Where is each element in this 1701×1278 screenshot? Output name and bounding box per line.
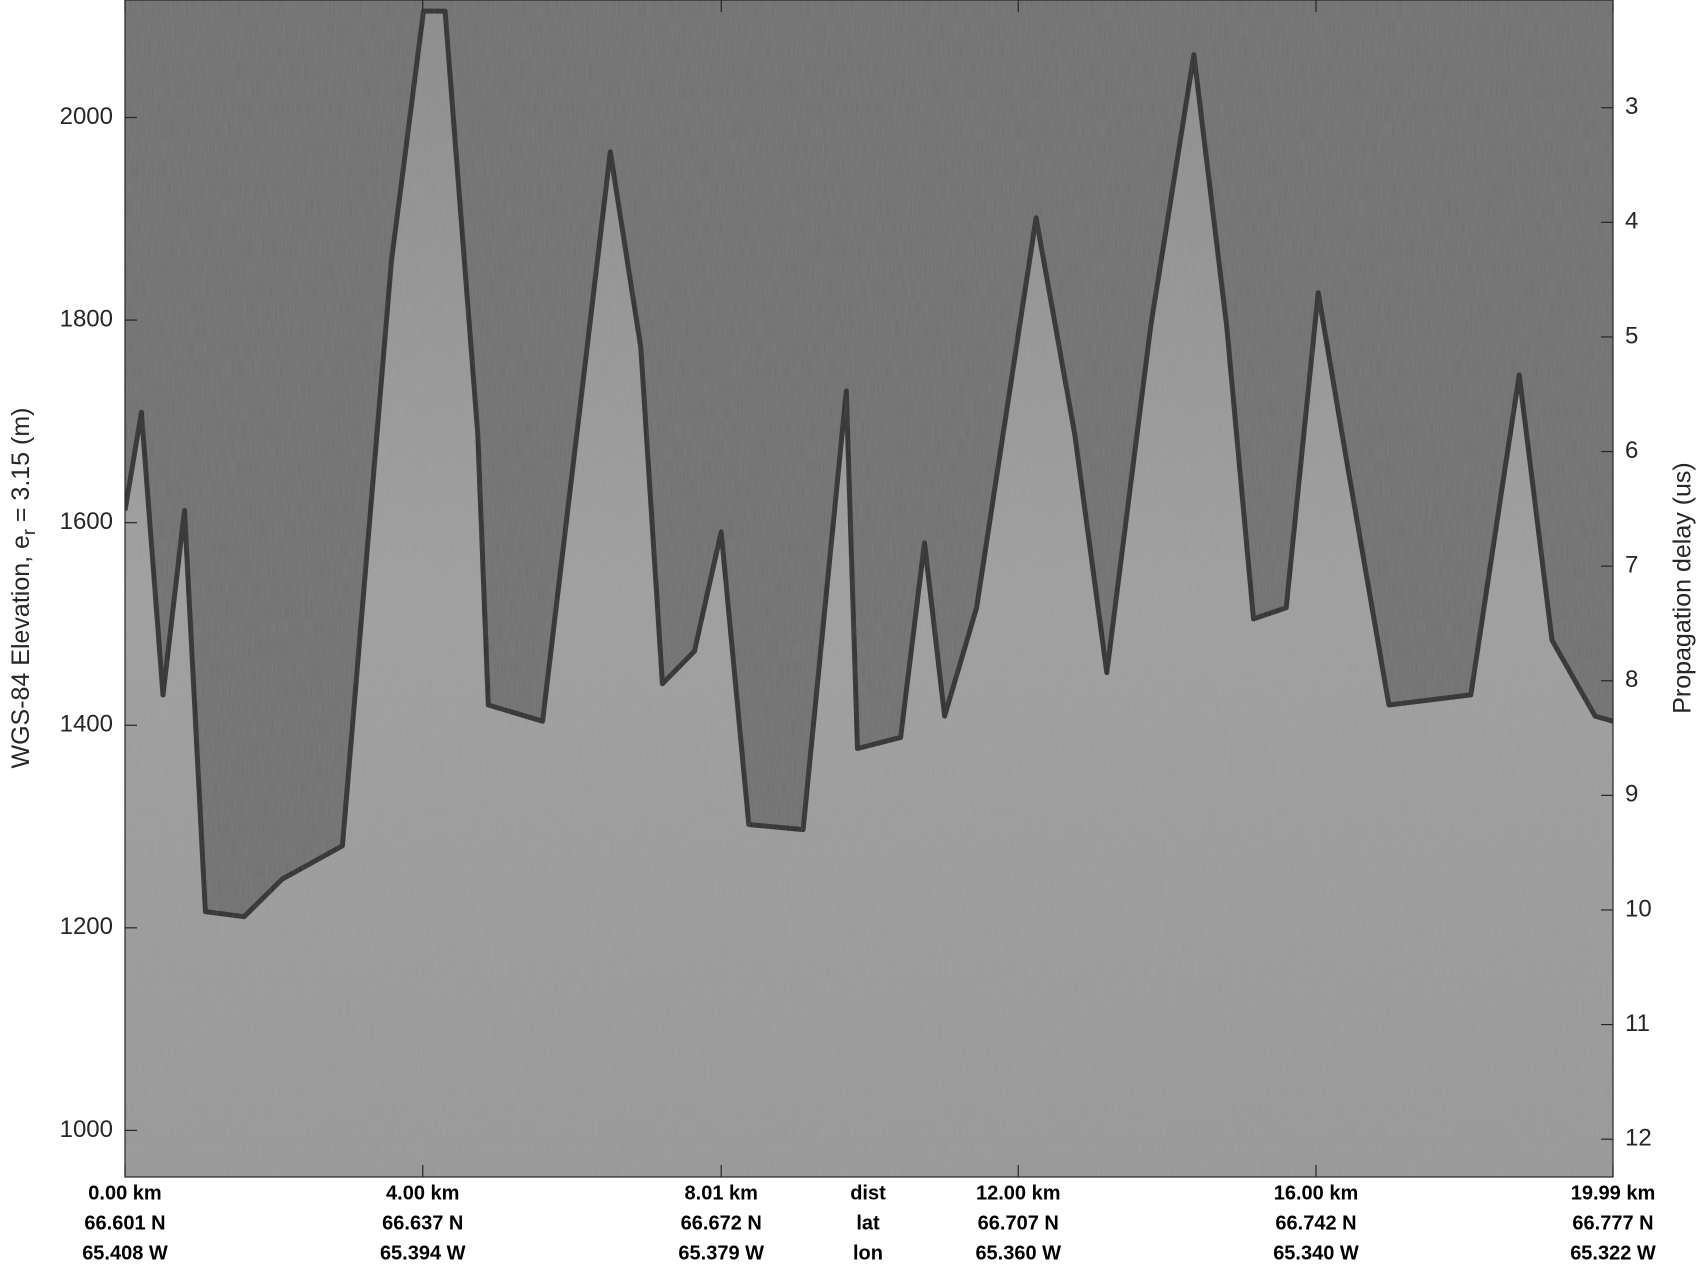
y2-tick-label: 5 — [1625, 322, 1638, 349]
lon-label: 65.340 W — [1273, 1242, 1359, 1264]
row-label: lon — [853, 1242, 883, 1264]
y-tick-label: 1000 — [60, 1116, 113, 1143]
texture — [125, 0, 1613, 1177]
x-tick-label: 0.00 km — [88, 1182, 161, 1204]
lat-label: 66.637 N — [382, 1212, 463, 1234]
y-axis-label: WGS-84 Elevation, er = 3.15 (m) — [7, 407, 39, 768]
y2-tick-label: 8 — [1625, 666, 1638, 693]
lat-label: 66.742 N — [1275, 1212, 1356, 1234]
lon-label: 65.408 W — [82, 1242, 168, 1264]
y2-axis-label: Propagation delay (us) — [1669, 462, 1697, 714]
y2-tick-label: 11 — [1625, 1010, 1650, 1037]
y2-tick-label: 6 — [1625, 437, 1638, 464]
axes-frame — [124, 0, 1614, 1178]
y-tick-label: 1600 — [60, 508, 113, 535]
y2-tick-label: 10 — [1625, 895, 1652, 922]
lat-label: 66.672 N — [681, 1212, 762, 1234]
x-tick-label: 8.01 km — [685, 1182, 758, 1204]
y2-tick-label: 9 — [1625, 781, 1638, 808]
lat-label: 66.601 N — [84, 1212, 165, 1234]
x-tick-label: 4.00 km — [386, 1182, 459, 1204]
lon-label: 65.394 W — [380, 1242, 466, 1264]
y-tick-label: 2000 — [60, 103, 113, 130]
y-tick-label: 1400 — [60, 711, 113, 738]
row-label: lat — [856, 1212, 880, 1234]
lat-label: 66.707 N — [978, 1212, 1059, 1234]
y2-tick-label: 3 — [1625, 93, 1638, 120]
lon-label: 65.360 W — [975, 1242, 1061, 1264]
y-tick-label: 1200 — [60, 913, 113, 940]
y2-tick-label: 7 — [1625, 551, 1638, 578]
y2-tick-label: 4 — [1625, 208, 1638, 235]
lon-label: 65.379 W — [678, 1242, 764, 1264]
x-tick-label: 19.99 km — [1571, 1182, 1656, 1204]
x-tick-label: 16.00 km — [1274, 1182, 1359, 1204]
y-tick-label: 1800 — [60, 305, 113, 332]
row-label: dist — [850, 1182, 886, 1204]
x-tick-label: 12.00 km — [976, 1182, 1061, 1204]
lat-label: 66.777 N — [1572, 1212, 1653, 1234]
y2-tick-label: 12 — [1625, 1125, 1652, 1152]
lon-label: 65.322 W — [1570, 1242, 1656, 1264]
